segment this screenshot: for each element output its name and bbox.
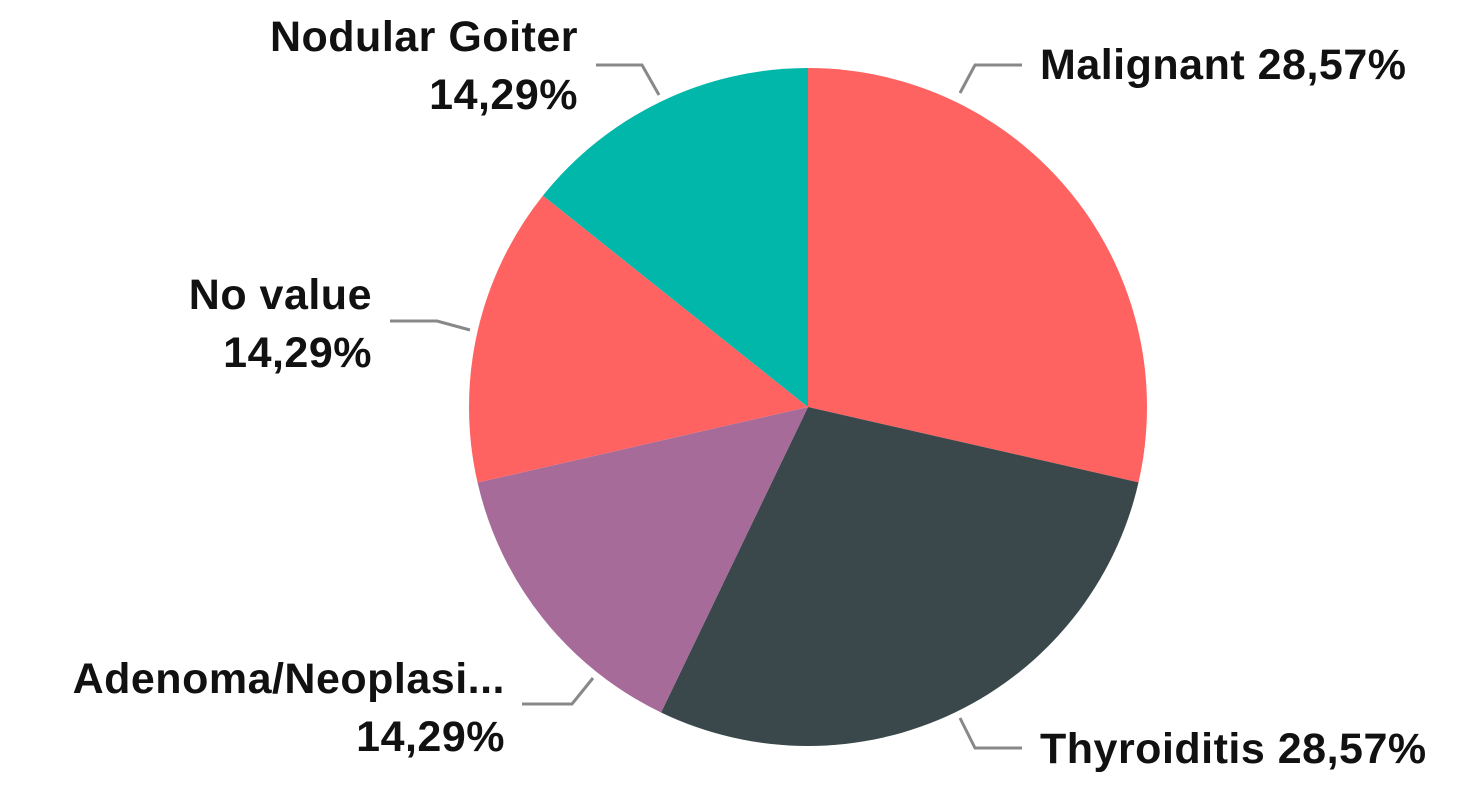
value-label: 14,29%	[223, 329, 372, 377]
category-label: No value	[189, 271, 372, 319]
pie-slice	[469, 195, 808, 483]
category-label: Adenoma/Neoplasi...	[73, 655, 505, 703]
leader-line	[390, 319, 471, 332]
value-label: 28,57%	[1258, 41, 1407, 89]
value-label: 14,29%	[429, 71, 578, 119]
slice-label: Adenoma/Neoplasi... 14,29%	[73, 655, 505, 761]
pie-slice	[808, 68, 1147, 483]
value-label: 14,29%	[356, 713, 505, 761]
leader-line	[522, 677, 595, 706]
pie-slice	[477, 407, 808, 713]
leader-line	[596, 63, 661, 96]
pie-slice	[542, 67, 808, 407]
slice-label: No value 14,29%	[189, 271, 372, 377]
leader-line	[958, 717, 1022, 750]
slice-label: Malignant 28,57%	[1040, 41, 1406, 89]
value-label: 28,57%	[1278, 725, 1427, 773]
category-label: Nodular Goiter	[270, 13, 578, 61]
category-label: Thyroiditis	[1040, 725, 1265, 773]
slice-label: Thyroiditis 28,57%	[1040, 725, 1427, 773]
leader-line	[958, 63, 1022, 94]
slice-label: Nodular Goiter 14,29%	[270, 13, 578, 119]
pie-slice	[661, 407, 1139, 746]
category-label: Malignant	[1040, 41, 1245, 89]
